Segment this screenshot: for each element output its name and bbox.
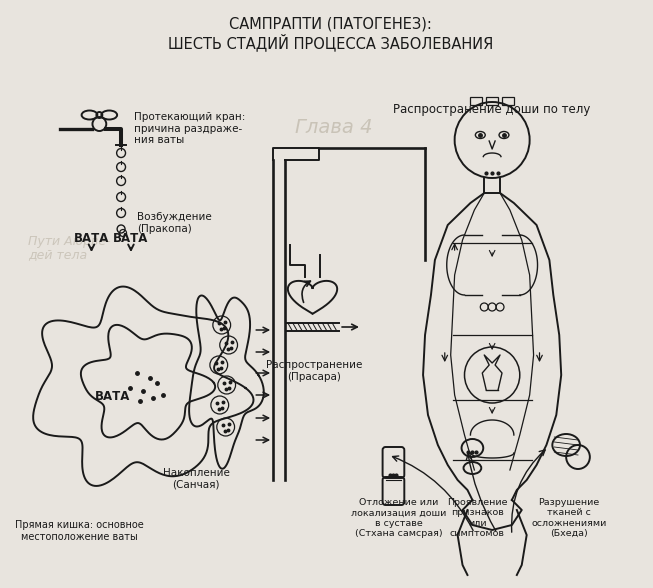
Text: ВАТА: ВАТА xyxy=(74,232,109,245)
Text: Пути Аюрве-: Пути Аюрве- xyxy=(28,235,111,248)
Text: ВАТА: ВАТА xyxy=(113,232,149,245)
Text: Возбуждение
(Пракопа): Возбуждение (Пракопа) xyxy=(137,212,212,233)
Text: Разрушение
тканей с
осложнениями
(Бхеда): Разрушение тканей с осложнениями (Бхеда) xyxy=(532,498,607,538)
Text: Протекающий кран:
причина раздраже-
ния ваты: Протекающий кран: причина раздраже- ния … xyxy=(134,112,246,145)
Bar xyxy=(502,97,514,105)
Text: Глава 4: Глава 4 xyxy=(295,118,372,137)
Text: ШЕСТЬ СТАДИЙ ПРОЦЕССА ЗАБОЛЕВАНИЯ: ШЕСТЬ СТАДИЙ ПРОЦЕССА ЗАБОЛЕВАНИЯ xyxy=(168,33,493,51)
Text: Распространение доши по телу: Распространение доши по телу xyxy=(394,103,591,116)
Text: Распространение
(Прасара): Распространение (Прасара) xyxy=(266,360,362,382)
Bar xyxy=(470,97,483,105)
Text: Отложение или
локализация доши
в суставе
(Стхана самсрая): Отложение или локализация доши в суставе… xyxy=(351,498,446,538)
Text: ВАТА: ВАТА xyxy=(95,389,130,403)
Text: Прямая кишка: основное
местоположение ваты: Прямая кишка: основное местоположение ва… xyxy=(15,520,144,542)
Text: Накопление
(Санчая): Накопление (Санчая) xyxy=(163,468,229,490)
Text: САМПРАПТИ (ПАТОГЕНЕЗ):: САМПРАПТИ (ПАТОГЕНЕЗ): xyxy=(229,16,432,31)
Bar xyxy=(486,97,498,105)
Text: Проявление
признаков
или
симптомов: Проявление признаков или симптомов xyxy=(447,498,507,538)
Text: дей тела: дей тела xyxy=(28,248,88,261)
